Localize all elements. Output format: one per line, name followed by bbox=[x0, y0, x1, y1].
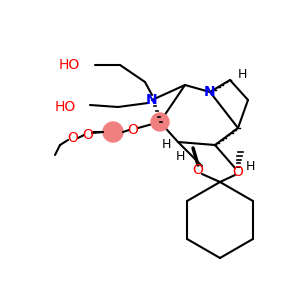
Text: H: H bbox=[175, 149, 185, 163]
Text: HO: HO bbox=[55, 100, 76, 114]
Text: N: N bbox=[146, 93, 158, 107]
Text: HO: HO bbox=[59, 58, 80, 72]
Circle shape bbox=[151, 113, 169, 131]
Text: H: H bbox=[161, 137, 171, 151]
Text: O: O bbox=[68, 131, 78, 145]
Text: O: O bbox=[232, 165, 243, 179]
Text: H: H bbox=[237, 68, 247, 82]
Text: O: O bbox=[82, 128, 93, 142]
Circle shape bbox=[103, 122, 123, 142]
Text: O: O bbox=[128, 123, 138, 137]
Text: H: H bbox=[245, 160, 255, 173]
Text: N: N bbox=[204, 85, 216, 99]
Text: O: O bbox=[193, 163, 203, 177]
